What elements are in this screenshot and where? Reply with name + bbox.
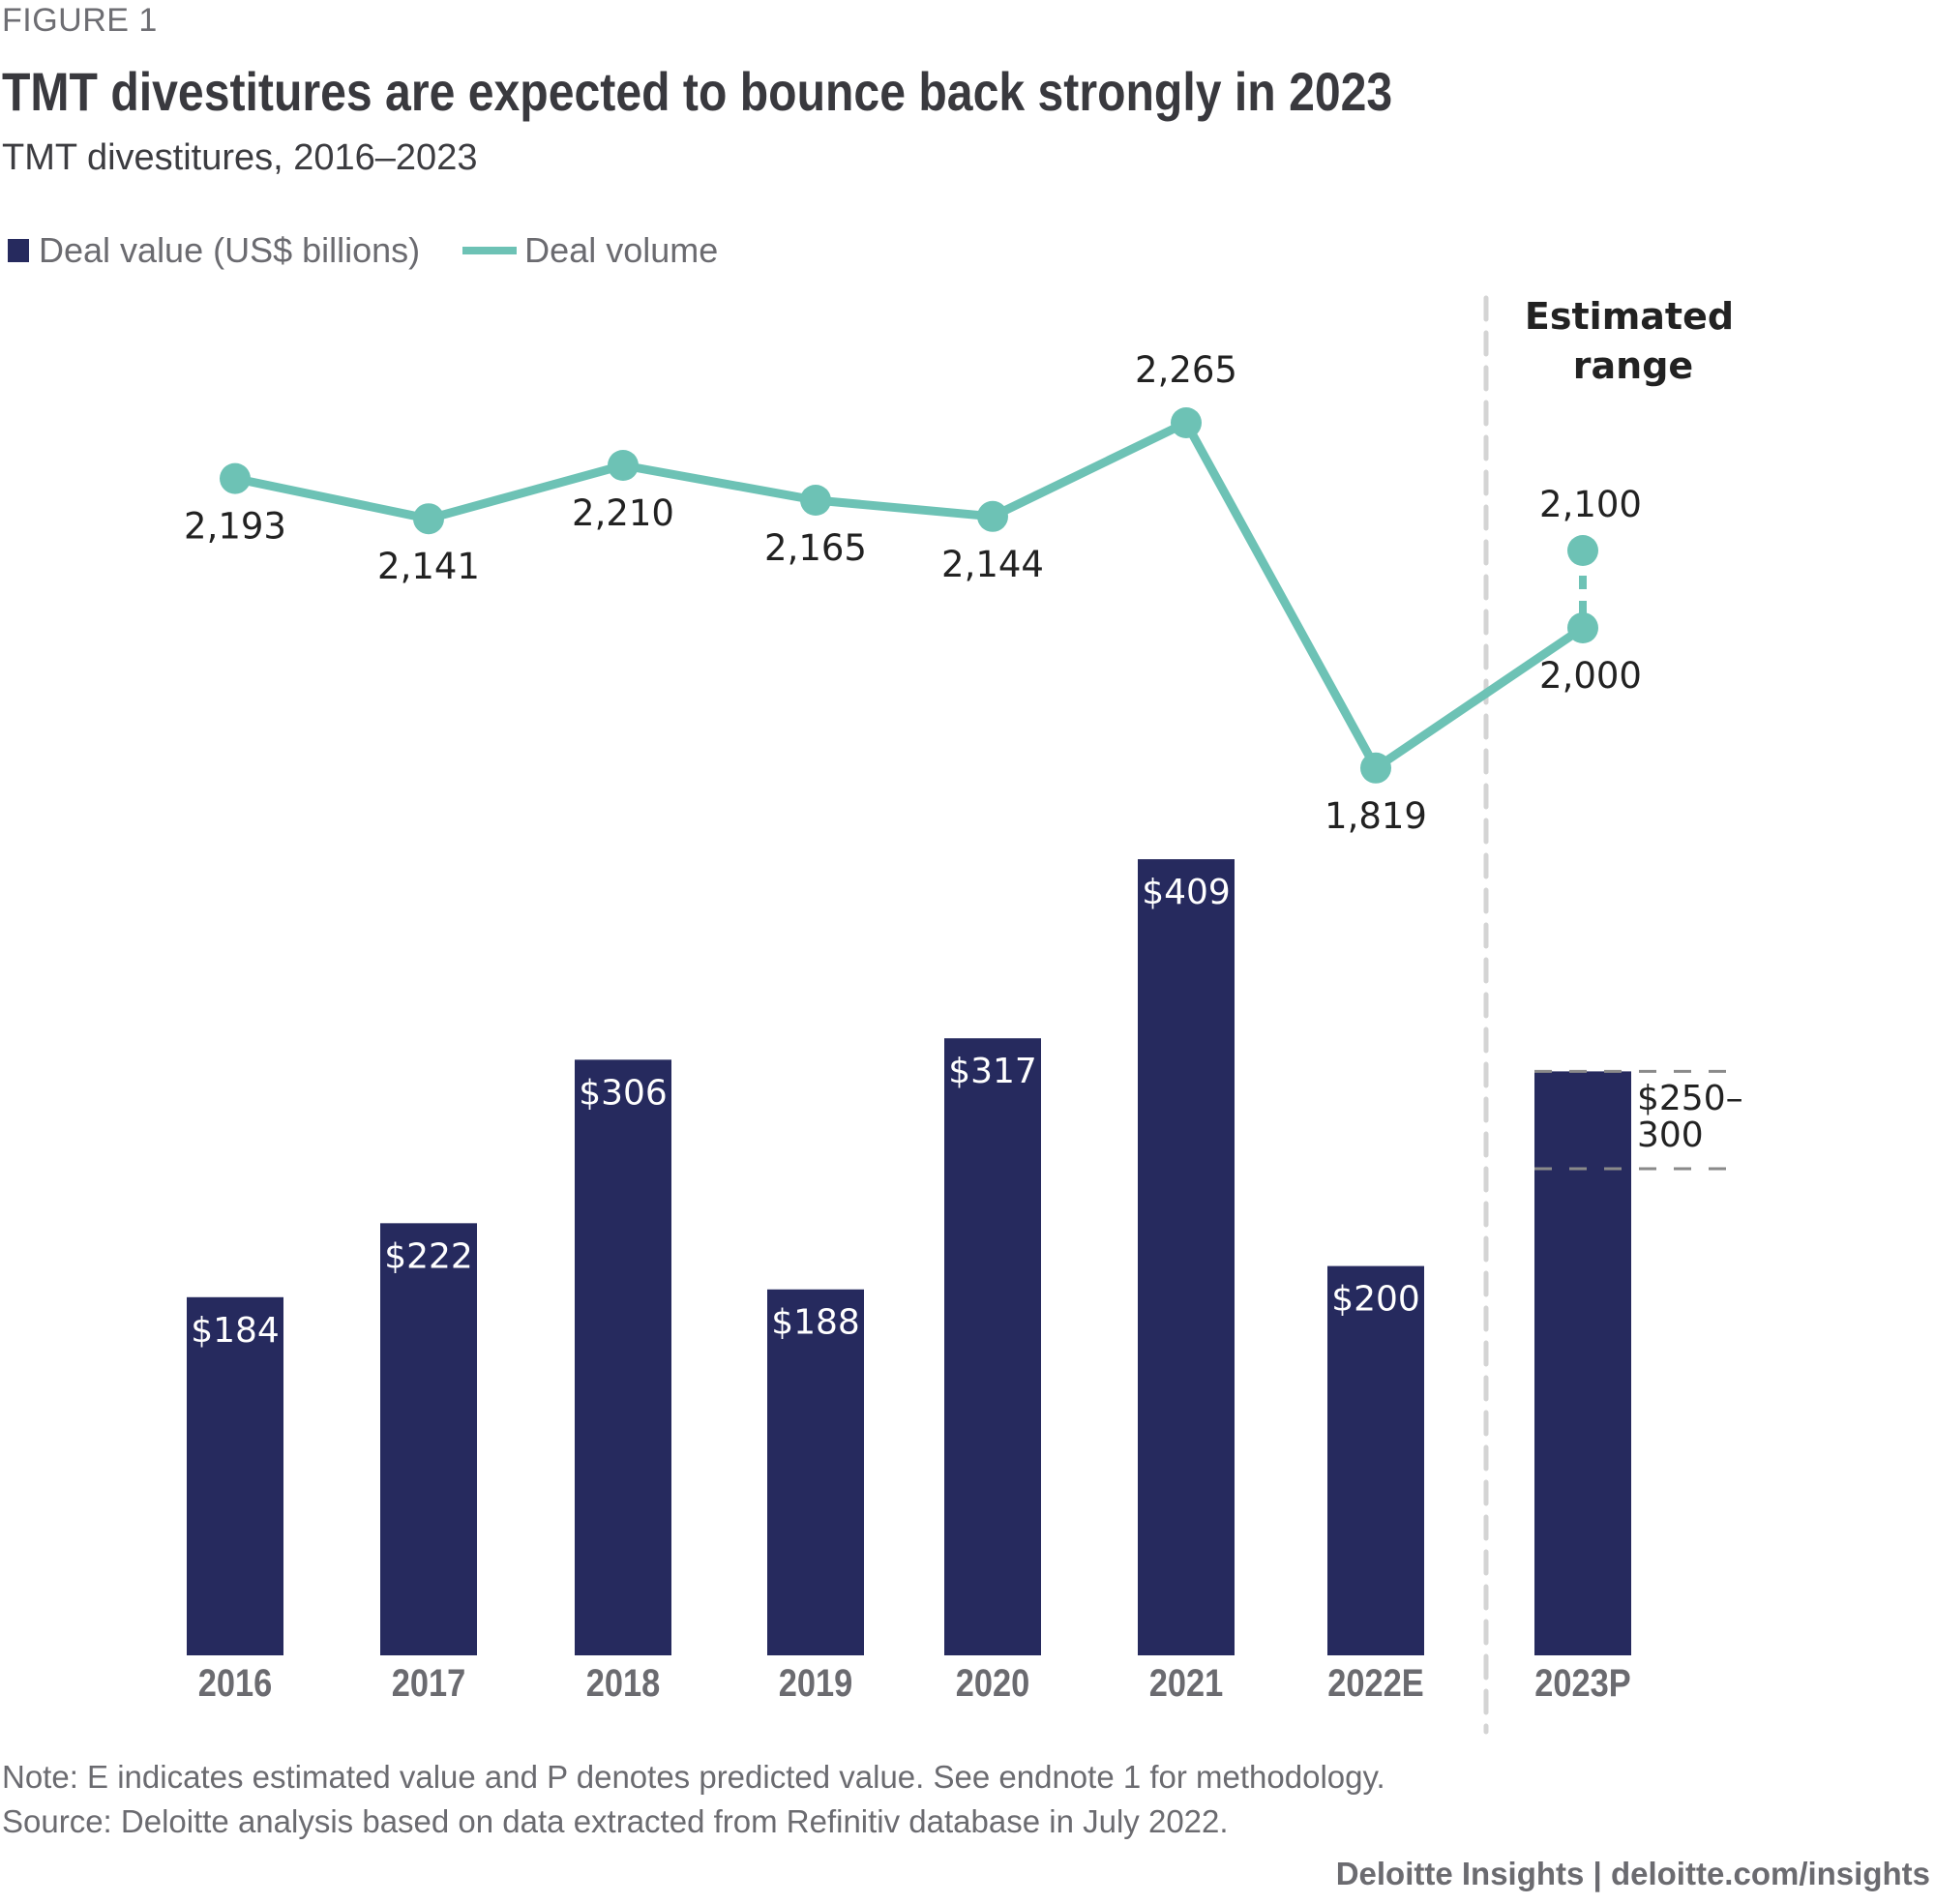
x-tick-label: 2021	[1149, 1661, 1224, 1705]
volume-point-2020	[977, 500, 1008, 532]
x-tick-label: 2023P	[1534, 1661, 1630, 1705]
volume-range-high-label: 2,100	[1539, 484, 1642, 525]
volume-value-label: 2,193	[184, 506, 286, 548]
legend: Deal value (US$ billions) Deal volume	[8, 230, 718, 271]
bar-value-label: $306	[579, 1073, 668, 1113]
legend-label-deal-volume: Deal volume	[524, 230, 719, 270]
bar-2020	[944, 1038, 1041, 1655]
volume-value-label: 1,819	[1325, 795, 1427, 837]
volume-point-2016	[220, 462, 251, 494]
volume-point-2021	[1171, 407, 1202, 438]
estimated-range-label: Estimated	[1525, 295, 1734, 338]
volume-point-2019	[800, 485, 831, 516]
x-tick-label: 2022E	[1327, 1661, 1423, 1705]
volume-point-2023p-high	[1567, 535, 1598, 566]
chart-title: TMT divestitures are expected to bounce …	[2, 61, 1393, 122]
volume-value-label: 2,165	[764, 527, 867, 569]
chart-note: Note: E indicates estimated value and P …	[2, 1759, 1385, 1795]
figure-label: FIGURE 1	[2, 2, 158, 39]
bar-value-label: $317	[948, 1052, 1037, 1091]
x-tick-label: 2020	[956, 1661, 1030, 1705]
bar-value-label: $184	[191, 1311, 280, 1351]
volume-value-label: 2,144	[941, 544, 1044, 585]
volume-point-2022e	[1360, 752, 1391, 784]
x-tick-label: 2019	[779, 1661, 853, 1705]
bar-2023p	[1534, 1071, 1631, 1655]
volume-value-label: 2,210	[572, 492, 674, 534]
bar-value-label: $200	[1331, 1280, 1420, 1320]
bar-2017	[380, 1223, 477, 1655]
bar-2016	[187, 1296, 283, 1655]
bar-2018	[575, 1059, 671, 1655]
range-value-label: $250– 300	[1637, 1079, 1743, 1155]
volume-point-2018	[608, 450, 639, 481]
deal-volume-line	[234, 418, 1586, 773]
volume-point-2017	[413, 503, 444, 535]
bar-value-label: $188	[771, 1303, 860, 1343]
volume-point-2023p	[1567, 612, 1598, 643]
bar-2019	[767, 1289, 864, 1655]
chart-source: Source: Deloitte analysis based on data …	[2, 1803, 1229, 1839]
volume-value-label: 2,000	[1539, 655, 1642, 697]
x-tick-label: 2017	[392, 1661, 466, 1705]
volume-value-label: 2,141	[377, 546, 480, 587]
footer-credit: Deloitte Insights | deloitte.com/insight…	[1335, 1856, 1930, 1891]
bar-2021	[1138, 859, 1235, 1655]
x-tick-label: 2018	[586, 1661, 661, 1705]
legend-swatch-deal-volume	[462, 247, 518, 254]
estimated-range-label-line2: range	[1573, 344, 1693, 387]
volume-value-label: 2,265	[1135, 349, 1237, 391]
bar-2022e	[1327, 1265, 1424, 1655]
legend-swatch-deal-value	[8, 239, 29, 262]
x-tick-label: 2016	[198, 1661, 273, 1705]
bar-value-label: $222	[384, 1236, 473, 1276]
legend-label-deal-value: Deal value (US$ billions)	[39, 230, 421, 270]
bar-value-label: $409	[1142, 873, 1231, 912]
chart-subtitle: TMT divestitures, 2016–2023	[2, 137, 478, 178]
